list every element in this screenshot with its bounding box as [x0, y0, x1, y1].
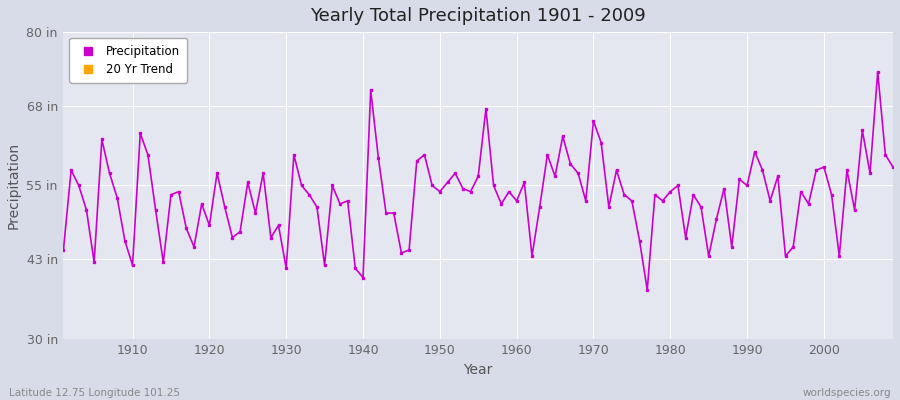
Legend: Precipitation, 20 Yr Trend: Precipitation, 20 Yr Trend [69, 38, 187, 83]
X-axis label: Year: Year [464, 363, 493, 377]
Text: worldspecies.org: worldspecies.org [803, 388, 891, 398]
Title: Yearly Total Precipitation 1901 - 2009: Yearly Total Precipitation 1901 - 2009 [310, 7, 646, 25]
Y-axis label: Precipitation: Precipitation [7, 142, 21, 229]
Text: Latitude 12.75 Longitude 101.25: Latitude 12.75 Longitude 101.25 [9, 388, 180, 398]
